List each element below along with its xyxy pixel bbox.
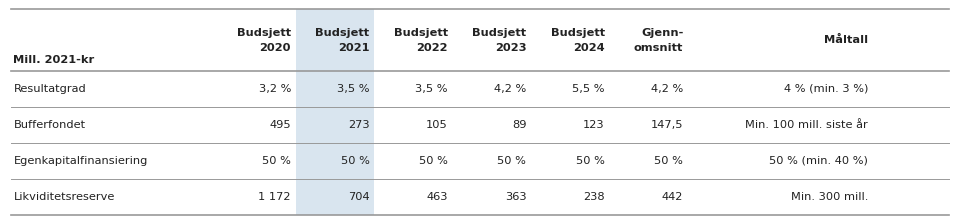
- Text: 238: 238: [583, 192, 605, 202]
- Text: 704: 704: [347, 192, 369, 202]
- Text: 2020: 2020: [259, 43, 291, 53]
- Text: 4,2 %: 4,2 %: [651, 84, 683, 94]
- Text: Bufferfondet: Bufferfondet: [13, 120, 85, 130]
- Text: 442: 442: [662, 192, 683, 202]
- Bar: [296, 9, 374, 215]
- Text: Budsjett: Budsjett: [472, 28, 526, 38]
- Text: Likviditetsreserve: Likviditetsreserve: [13, 192, 115, 202]
- Text: Budsjett: Budsjett: [393, 28, 448, 38]
- Text: 2022: 2022: [416, 43, 448, 53]
- Text: 50 %: 50 %: [576, 156, 605, 166]
- Text: Mill. 2021-kr: Mill. 2021-kr: [13, 55, 95, 65]
- Text: 147,5: 147,5: [651, 120, 683, 130]
- Text: 50 %: 50 %: [341, 156, 369, 166]
- Text: 4,2 %: 4,2 %: [494, 84, 526, 94]
- Text: 2023: 2023: [495, 43, 526, 53]
- Text: 3,5 %: 3,5 %: [337, 84, 369, 94]
- Text: 2021: 2021: [338, 43, 369, 53]
- Text: 1 172: 1 172: [258, 192, 291, 202]
- Text: Budsjett: Budsjett: [550, 28, 605, 38]
- Text: 273: 273: [347, 120, 369, 130]
- Text: 50 %: 50 %: [655, 156, 683, 166]
- Text: 3,2 %: 3,2 %: [258, 84, 291, 94]
- Text: Budsjett: Budsjett: [315, 28, 369, 38]
- Text: 50 % (min. 40 %): 50 % (min. 40 %): [769, 156, 868, 166]
- Text: 3,5 %: 3,5 %: [415, 84, 448, 94]
- Text: omsnitt: omsnitt: [634, 43, 683, 53]
- Text: Egenkapitalfinansiering: Egenkapitalfinansiering: [13, 156, 147, 166]
- Text: 4 % (min. 3 %): 4 % (min. 3 %): [784, 84, 868, 94]
- Text: Måltall: Måltall: [824, 35, 868, 45]
- Text: 463: 463: [427, 192, 448, 202]
- Text: 5,5 %: 5,5 %: [572, 84, 605, 94]
- Text: 50 %: 50 %: [262, 156, 291, 166]
- Text: 89: 89: [512, 120, 526, 130]
- Text: 50 %: 50 %: [498, 156, 526, 166]
- Text: 105: 105: [426, 120, 448, 130]
- Text: Min. 300 mill.: Min. 300 mill.: [790, 192, 868, 202]
- Text: 123: 123: [583, 120, 605, 130]
- Text: 495: 495: [269, 120, 291, 130]
- Text: Min. 100 mill. siste år: Min. 100 mill. siste år: [746, 120, 868, 130]
- Text: 50 %: 50 %: [419, 156, 448, 166]
- Text: Gjenn-: Gjenn-: [641, 28, 683, 38]
- Text: 2024: 2024: [573, 43, 605, 53]
- Text: 363: 363: [504, 192, 526, 202]
- Text: Budsjett: Budsjett: [236, 28, 291, 38]
- Text: Resultatgrad: Resultatgrad: [13, 84, 86, 94]
